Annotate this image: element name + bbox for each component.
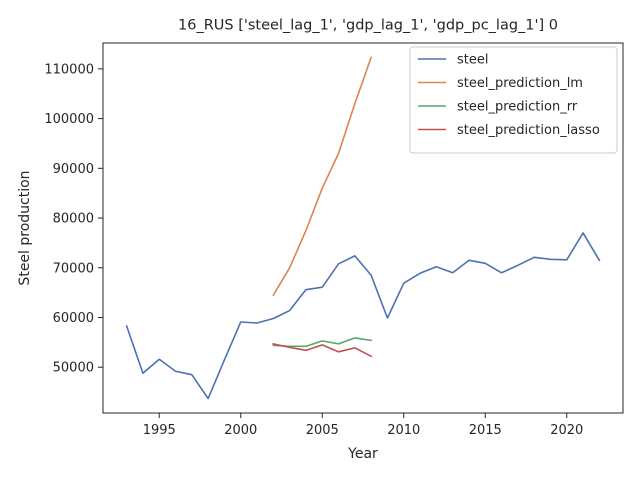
series-line-steel-prediction-rr (272, 337, 373, 348)
legend-entry-label: steel_prediction_lm (457, 76, 583, 91)
y-tick-label: 110000 (44, 62, 94, 77)
x-tick-label: 2000 (224, 423, 257, 438)
y-tick-label: 60000 (53, 311, 94, 326)
legend: steel steel_prediction_lm steel_prediction… (409, 46, 618, 154)
legend-entry-label: steel (457, 53, 488, 68)
y-tick-label: 90000 (53, 162, 94, 177)
y-tick-label: 50000 (53, 361, 94, 376)
chart-title: 16_RUS ['steel_lag_1', 'gdp_lag_1', 'gdp… (178, 18, 558, 34)
y-tick-label: 80000 (53, 212, 94, 227)
legend-box (409, 46, 618, 154)
y-tick-label: 100000 (44, 112, 94, 127)
series-line-steel-prediction-lasso (272, 342, 373, 358)
x-tick-label: 2005 (306, 423, 339, 438)
legend-entry-label: steel_prediction_lasso (457, 123, 600, 138)
series-line-steel (125, 232, 601, 400)
x-tick-label: 1995 (143, 423, 176, 438)
series-line-steel-prediction-lm (272, 56, 373, 297)
y-tick-label: 70000 (53, 261, 94, 276)
x-tick-label: 2010 (387, 423, 420, 438)
plot-frame (102, 42, 624, 414)
x-axis-label: Year (347, 446, 378, 462)
legend-entry-label: steel_prediction_rr (457, 100, 578, 115)
x-tick-label: 2015 (469, 423, 502, 438)
y-axis-label: Steel production (17, 170, 33, 285)
x-tick-label: 2020 (550, 423, 583, 438)
